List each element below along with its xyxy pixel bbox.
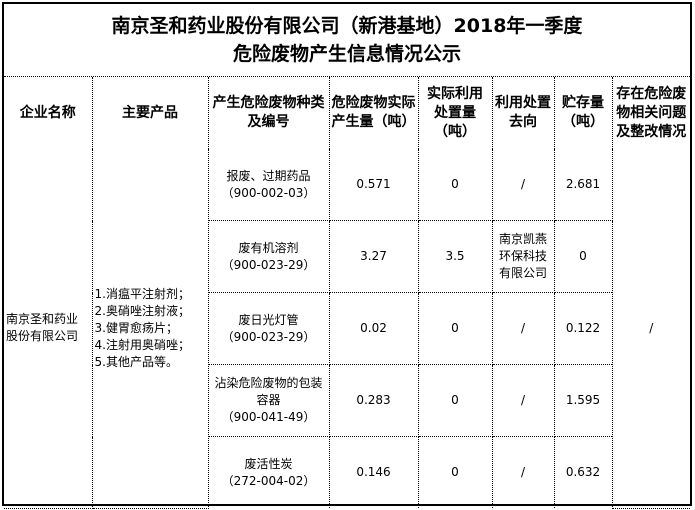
header-row: 企业名称 主要产品 产生危险废物种类及编号 危险废物实际产生量（吨） 实际利用处… (4, 77, 690, 149)
table-row: 废有机溶剂 （900-023-29） 3.27 3.5 南京凯燕环保科技有限公司 0 (4, 220, 690, 293)
produced-cell: 0.571 (328, 149, 419, 221)
stored-cell: 1.595 (553, 364, 612, 437)
product-item: 1.消瘟平注射剂； (94, 286, 190, 301)
destination-cell: / (491, 436, 555, 508)
title-line-1: 南京圣和药业股份有限公司（新港基地）2018年一季度 (111, 15, 583, 37)
stored-cell: 2.681 (553, 149, 613, 221)
waste-type: 废有机溶剂 (238, 240, 299, 255)
disposed-cell: 3.5 (417, 220, 493, 293)
header-cell: 实际利用处置量（吨） (417, 77, 493, 149)
header-cell: 危险废物实际产生量（吨） (328, 77, 419, 149)
waste-type: 报废、过期药品 (226, 168, 311, 183)
waste-type: 废日光灯管 (238, 312, 299, 327)
header-cell: 贮存量（吨） (553, 77, 613, 149)
waste-type: 废活性炭 (244, 456, 293, 471)
table-row: 废日光灯管 （900-023-29） 0.02 0/0.122 (4, 292, 690, 365)
header-cell: 利用处置去向 (491, 77, 555, 149)
page-title: 南京圣和药业股份有限公司（新港基地）2018年一季度 危险废物产生信息情况公示 (4, 4, 690, 77)
header-cell: 企业名称 (4, 77, 93, 149)
stored-cell: 0 (553, 220, 612, 293)
products-cell: 1.消瘟平注射剂； 2.奥硝唑注射液； 3.健胃愈疡片； 4.注射用奥硝唑； 5.其他产… (91, 149, 209, 509)
waste-type: 沾染危险废物的包装容器 (214, 376, 323, 407)
stored-cell: 0.632 (553, 436, 612, 508)
waste-code: （272-004-02） (221, 473, 316, 488)
disposed-cell: 0 (417, 149, 493, 221)
produced-cell: 0.146 (328, 436, 419, 508)
produced-cell: 3.27 (328, 220, 419, 293)
waste-cell: 废活性炭 （272-004-02） (208, 436, 330, 508)
product-item: 4.注射用奥硝唑； (94, 337, 190, 352)
waste-code: （900-041-49） (221, 410, 316, 424)
destination-cell: / (491, 149, 555, 221)
product-item: 5.其他产品等。 (94, 354, 178, 369)
waste-code: （900-023-29） (221, 329, 316, 344)
title-line-2: 危险废物产生信息情况公示 (232, 43, 461, 65)
table-row: 南京圣和药业股份有限公司 1.消瘟平注射剂； 2.奥硝唑注射液； 3.健胃愈疡片； 4.… (4, 149, 690, 509)
destination-cell: / (491, 364, 555, 437)
waste-cell: 报废、过期药品 （900-002-03） (207, 149, 330, 221)
waste-cell: 沾染危险废物的包装容器 （900-041-49） (208, 364, 330, 437)
disposed-cell: 0 (417, 292, 493, 365)
stored-cell: 0.122 (553, 292, 612, 365)
issues-cell: / (611, 149, 690, 509)
produced-cell: 0.02 (328, 292, 419, 365)
waste-code: （900-002-03） (221, 185, 316, 200)
header-cell: 产生危险废物种类及编号 (207, 77, 330, 149)
product-item: 2.奥硝唑注射液； (94, 303, 190, 318)
waste-cell: 废有机溶剂 （900-023-29） (208, 220, 330, 293)
company-cell: 南京圣和药业股份有限公司 (4, 149, 93, 509)
disposed-cell: 0 (417, 364, 493, 437)
disposed-cell: 0 (417, 436, 493, 508)
table-row: 沾染危险废物的包装容器 （900-041-49） 0.283 0/1.595 (4, 364, 690, 437)
header-cell: 存在危险废物相关问题及整改情况 (611, 77, 690, 149)
product-item: 3.健胃愈疡片； (94, 320, 178, 335)
header-cell: 主要产品 (91, 77, 209, 149)
produced-cell: 0.283 (328, 364, 419, 437)
table-row: 废活性炭 （272-004-02） 0.146 0/0.632 (4, 436, 690, 508)
destination-cell: 南京凯燕环保科技有限公司 (491, 220, 555, 293)
waste-cell: 废日光灯管 （900-023-29） (208, 292, 330, 365)
waste-code: （900-023-29） (221, 257, 316, 272)
destination-cell: / (491, 292, 555, 365)
